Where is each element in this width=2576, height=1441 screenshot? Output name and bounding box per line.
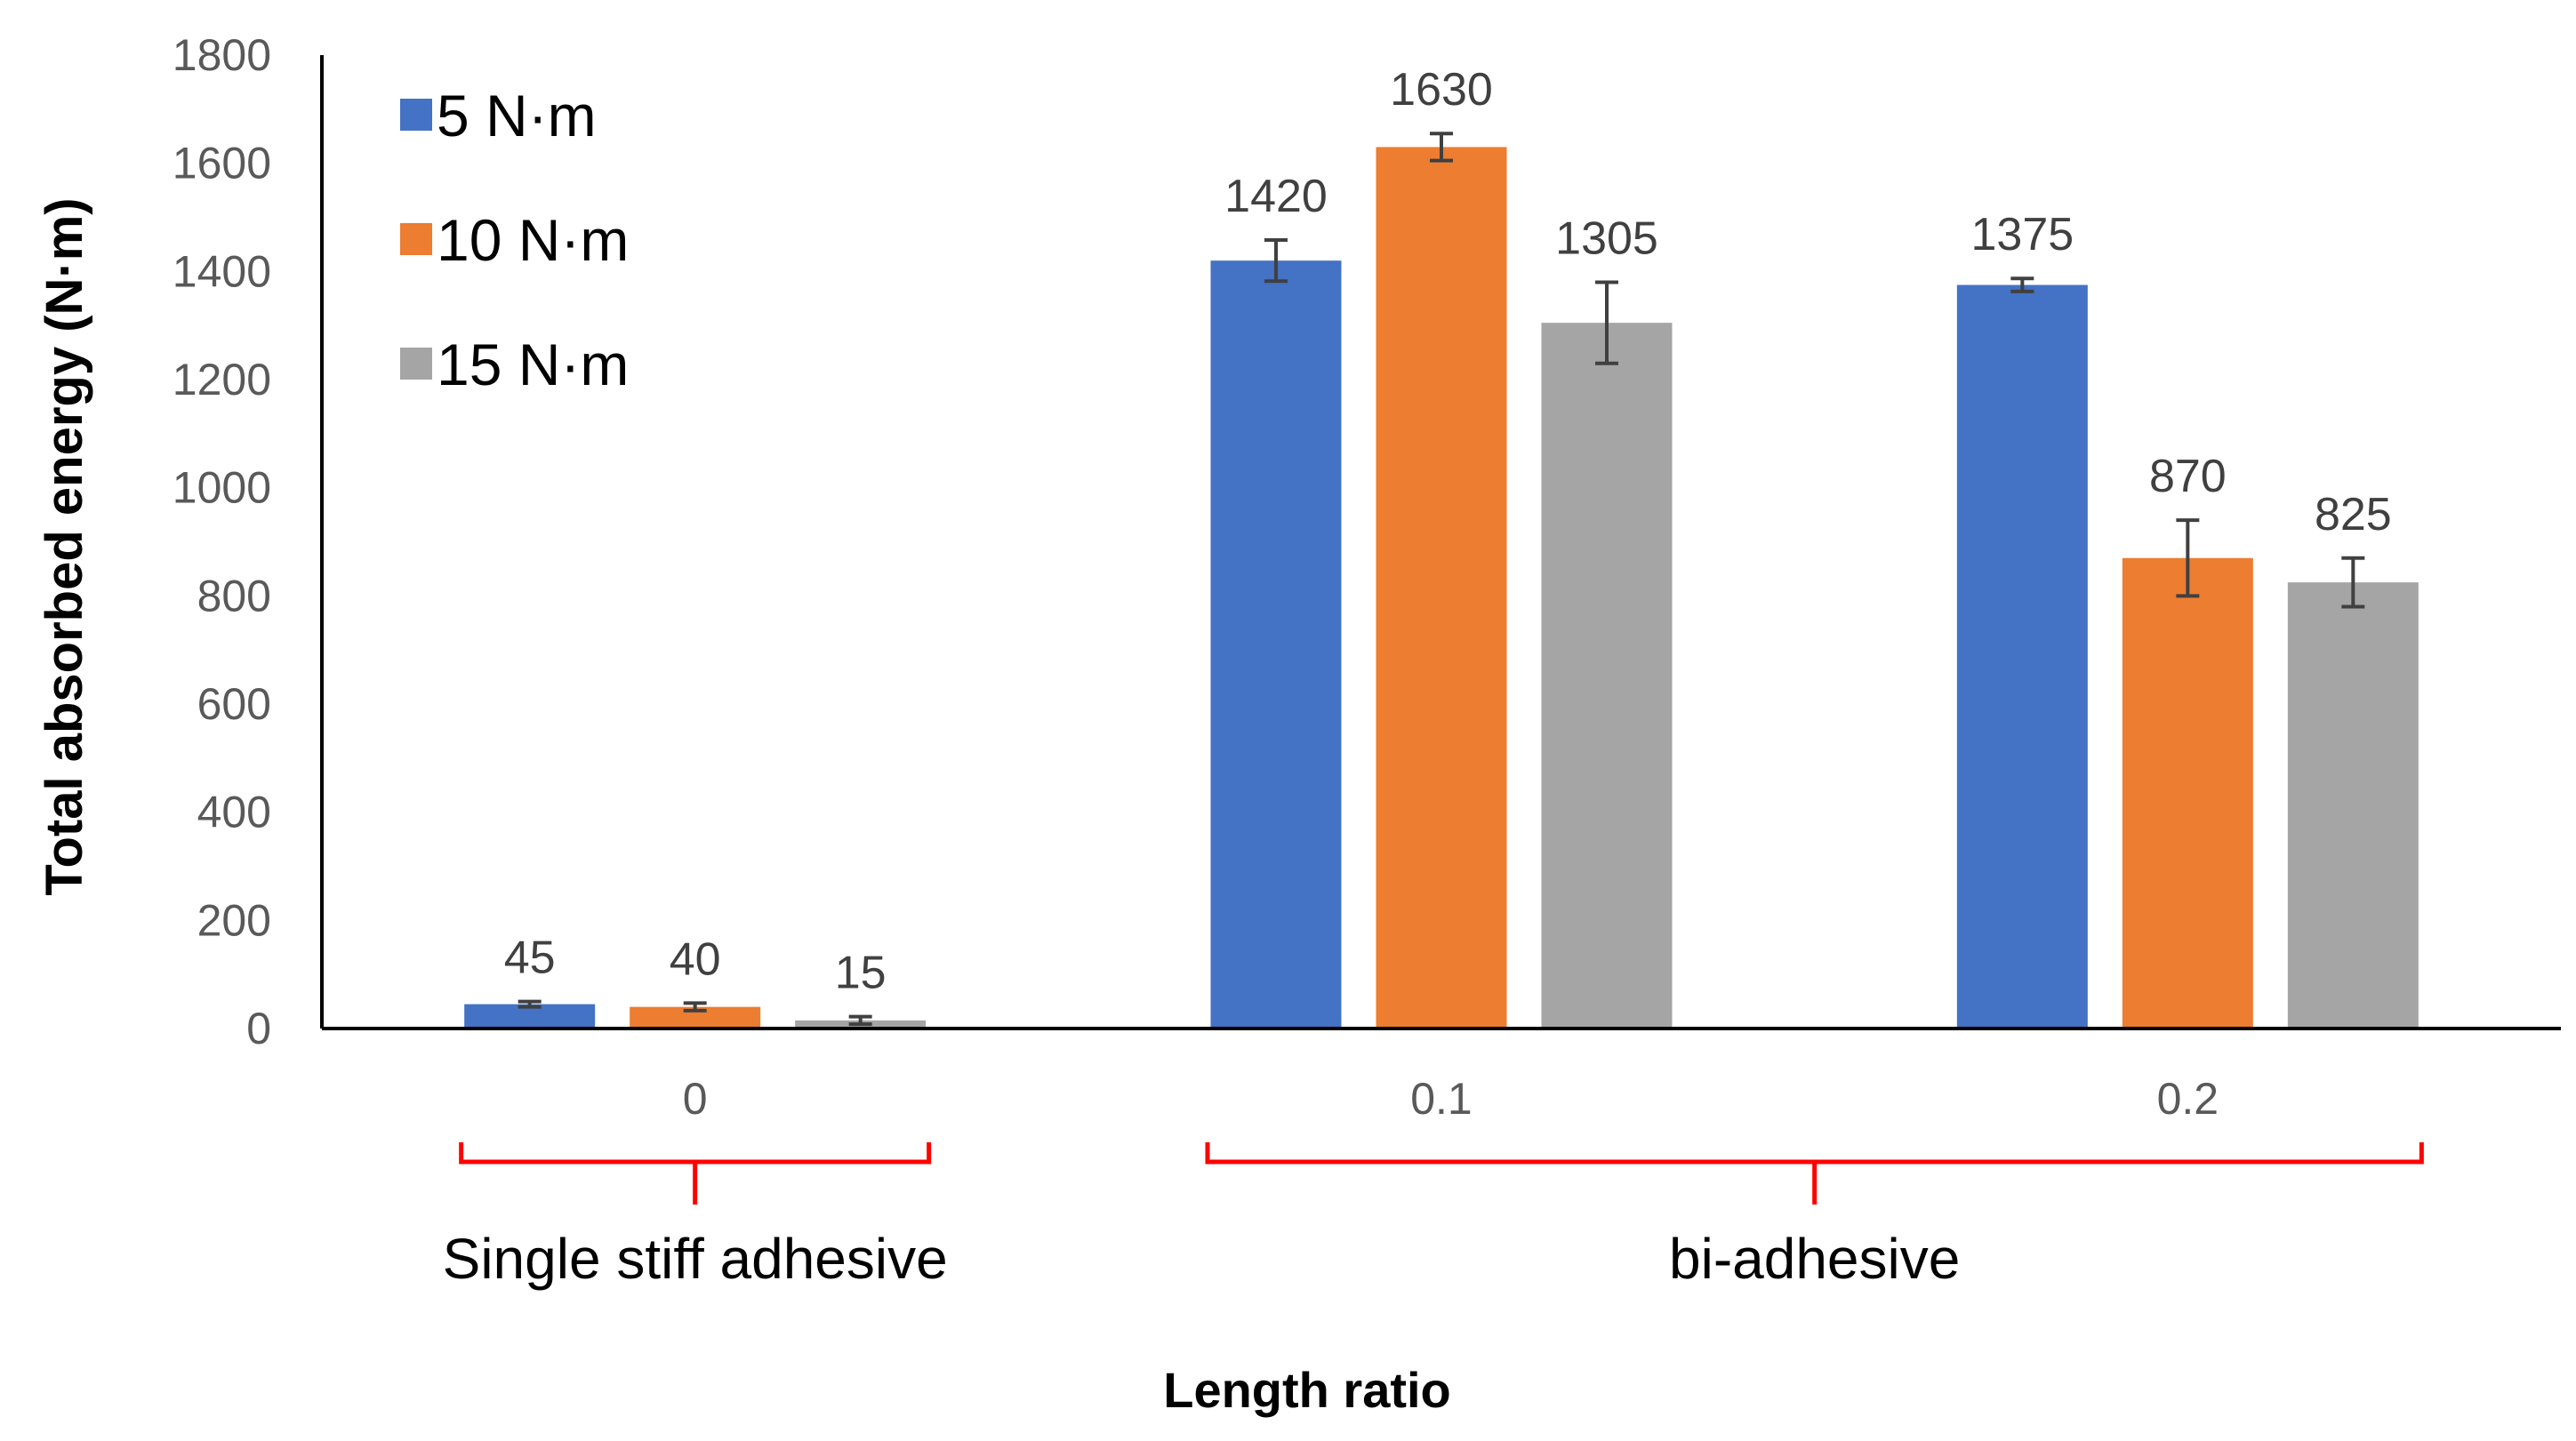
error-bar <box>1430 132 1453 163</box>
error-bars <box>518 132 2365 1027</box>
group-label: bi-adhesive <box>1669 1227 1960 1291</box>
legend-label: 5 N·m <box>437 83 597 148</box>
group-bracket <box>459 1142 932 1205</box>
data-label: 40 <box>670 933 721 985</box>
y-tick-label: 400 <box>197 788 271 837</box>
error-bar <box>2010 276 2034 293</box>
y-tick-label: 800 <box>197 571 271 620</box>
data-labels: 45 40 15 1420 1630 1305 1375 870 825 <box>504 64 2392 998</box>
legend-swatch <box>400 223 432 255</box>
y-tick-label: 1200 <box>173 355 271 404</box>
bar <box>1210 260 1342 1029</box>
data-label: 870 <box>2149 451 2227 502</box>
data-label: 825 <box>2315 489 2392 540</box>
error-bar <box>683 1001 707 1013</box>
y-tick-label: 0 <box>246 1004 271 1053</box>
group-label: Single stiff adhesive <box>443 1227 948 1291</box>
y-tick-label: 1800 <box>173 30 271 80</box>
data-label: 15 <box>835 948 887 999</box>
group-brackets: Single stiff adhesive bi-adhesive <box>443 1142 2424 1291</box>
legend-label: 10 N·m <box>437 207 629 273</box>
bar <box>1956 284 2088 1029</box>
x-tick-label: 0.1 <box>1410 1074 1473 1124</box>
data-label: 45 <box>504 933 556 984</box>
y-tick-label: 1600 <box>173 139 271 188</box>
bar <box>2122 557 2253 1029</box>
error-bar <box>848 1014 872 1027</box>
error-bar <box>518 999 542 1009</box>
error-bar <box>1264 238 1288 284</box>
bar <box>1541 323 1673 1029</box>
bars <box>464 147 2419 1029</box>
legend-label: 15 N·m <box>437 332 629 397</box>
group-bracket <box>1205 1142 2424 1205</box>
error-bar <box>2176 518 2200 598</box>
x-tick-label: 0.2 <box>2157 1074 2219 1124</box>
data-label: 1305 <box>1555 213 1658 265</box>
y-tick-label: 1400 <box>173 246 271 296</box>
legend-swatch <box>400 99 432 131</box>
y-axis-title: Total absorbed energy (N·m) <box>36 197 93 895</box>
data-label: 1630 <box>1390 64 1493 116</box>
error-bar <box>2341 556 2365 609</box>
y-tick-label: 600 <box>197 679 271 729</box>
legend-swatch <box>400 348 432 380</box>
x-axis-tick-labels: 0 0.1 0.2 <box>683 1074 2219 1124</box>
y-tick-label: 1000 <box>173 463 271 513</box>
bar <box>2287 582 2419 1029</box>
x-tick-label: 0 <box>683 1074 708 1124</box>
y-tick-label: 200 <box>197 895 271 945</box>
data-label: 1375 <box>1970 209 2074 260</box>
data-label: 1420 <box>1224 171 1328 222</box>
x-axis-title: Length ratio <box>1163 1362 1451 1418</box>
error-bar <box>1595 280 1618 365</box>
y-axis-ticks: 0 200 400 600 800 1000 1200 1400 1600 1800 <box>173 30 271 1053</box>
bar <box>1376 147 1507 1029</box>
legend: 5 N·m 10 N·m 15 N·m <box>400 83 629 397</box>
